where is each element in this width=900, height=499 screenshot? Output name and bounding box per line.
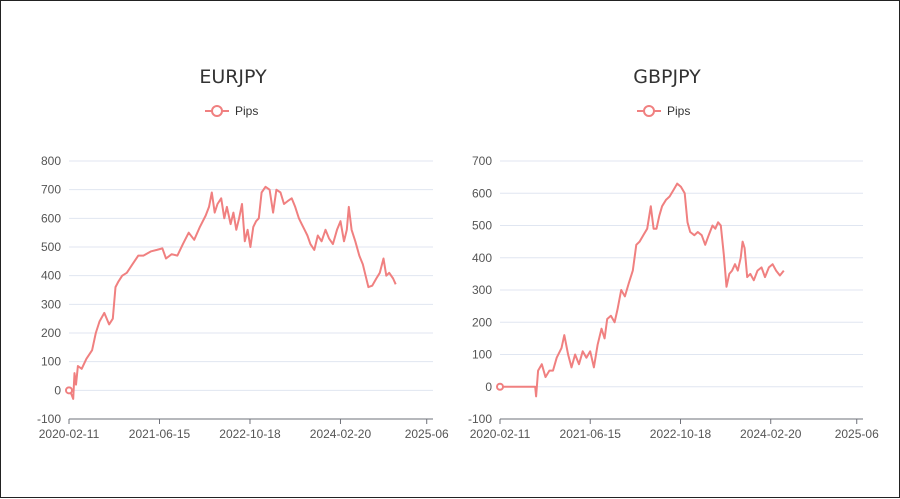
y-tick-label: 700 (41, 183, 61, 197)
y-tick-label: 600 (472, 186, 492, 200)
series-line (68, 185, 397, 400)
y-tick-label: -100 (468, 412, 492, 426)
y-tick-label: -100 (37, 412, 61, 426)
x-tick-label: 2020-02-11 (470, 427, 531, 441)
y-tick-label: 300 (41, 297, 61, 311)
legend-label: Pips (667, 104, 690, 118)
axis-ticks: -100 0 100 200 300 400 500 600 700 800 2020-02-11 2… (37, 154, 449, 441)
x-tick-label: 2025-06 (405, 427, 449, 441)
y-tick-label: 100 (472, 348, 492, 362)
x-tick-label: 2020-02-11 (39, 427, 100, 441)
x-tick-label: 2021-06-15 (129, 427, 191, 441)
y-tick-label: 700 (472, 154, 492, 168)
y-tick-label: 500 (41, 240, 61, 254)
gbpjpy-chart: GBPJPY Pips -100 0 100 200 300 400 500 600 700 20… (468, 66, 879, 441)
series (65, 185, 397, 400)
x-tick-label: 2025-06 (835, 427, 879, 441)
legend-circle-icon (211, 105, 223, 117)
x-tick-label: 2024-02-20 (310, 427, 372, 441)
legend[interactable]: Pips (637, 104, 690, 118)
eurjpy-chart: EURJPY Pips -100 0 100 200 300 400 500 600 700 80… (37, 66, 449, 441)
y-tick-label: 0 (54, 383, 61, 397)
y-tick-label: 300 (472, 283, 492, 297)
legend[interactable]: Pips (205, 104, 258, 118)
grid (68, 160, 433, 424)
y-tick-label: 400 (472, 251, 492, 265)
y-tick-label: 400 (41, 269, 61, 283)
axis-ticks: -100 0 100 200 300 400 500 600 700 2020-02-11 2021… (468, 154, 879, 441)
x-tick-label: 2021-06-15 (560, 427, 622, 441)
x-tick-label: 2022-10-18 (219, 427, 281, 441)
legend-circle-icon (643, 105, 655, 117)
series-line (500, 182, 785, 398)
series-start-point (65, 386, 73, 395)
y-tick-label: 0 (485, 380, 492, 394)
y-tick-label: 600 (41, 211, 61, 225)
chart-title: GBPJPY (633, 66, 701, 88)
series (496, 182, 785, 398)
x-tick-label: 2022-10-18 (650, 427, 712, 441)
legend-label: Pips (235, 104, 258, 118)
series-start-point (496, 382, 504, 391)
y-tick-label: 200 (472, 315, 492, 329)
chart-title: EURJPY (199, 66, 267, 88)
y-tick-label: 100 (41, 355, 61, 369)
y-tick-label: 200 (41, 326, 61, 340)
x-tick-label: 2024-02-20 (740, 427, 802, 441)
y-tick-label: 500 (472, 219, 492, 233)
y-tick-label: 800 (41, 154, 61, 168)
grid (499, 160, 863, 424)
